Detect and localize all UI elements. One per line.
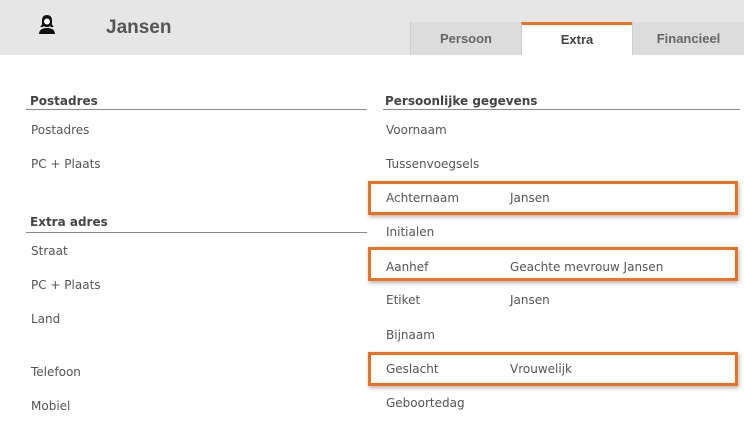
section-heading-extra-adres: Extra adres xyxy=(30,215,108,229)
field-label: Postadres xyxy=(31,123,90,137)
divider xyxy=(26,232,367,233)
field-label: PC + Plaats xyxy=(31,278,101,292)
field-label-etiket: Etiket xyxy=(386,293,421,307)
divider xyxy=(383,109,740,110)
highlight-box xyxy=(368,352,738,386)
field-label: Telefoon xyxy=(31,365,81,379)
field-value-achternaam: Jansen xyxy=(510,191,550,205)
highlight-box xyxy=(368,181,738,215)
section-heading-postadres: Postadres xyxy=(30,94,98,108)
page-title: Jansen xyxy=(106,17,172,38)
field-label-voornaam: Voornaam xyxy=(386,123,447,137)
divider xyxy=(26,109,367,110)
field-value-aanhef: Geachte mevrouw Jansen xyxy=(510,260,664,274)
field-label-achternaam: Achternaam xyxy=(386,191,460,205)
tab-extra[interactable]: Extra xyxy=(521,22,632,55)
field-label-geboortedag: Geboortedag xyxy=(386,396,465,410)
field-label-bijnaam: Bijnaam xyxy=(386,328,435,342)
tab-financieel[interactable]: Financieel xyxy=(632,22,744,55)
field-value-geslacht: Vrouwelijk xyxy=(510,362,572,376)
field-label-initialen: Initialen xyxy=(386,225,435,239)
person-icon xyxy=(39,15,55,34)
field-label: PC + Plaats xyxy=(31,157,101,171)
tab-persoon[interactable]: Persoon xyxy=(410,22,521,55)
field-label: Mobiel xyxy=(31,399,71,413)
section-heading-persoonlijke-gegevens: Persoonlijke gegevens xyxy=(385,94,538,108)
field-value-etiket: Jansen xyxy=(510,293,550,307)
field-label: Land xyxy=(31,312,61,326)
field-label-aanhef: Aanhef xyxy=(386,260,429,274)
field-label-geslacht: Geslacht xyxy=(386,362,439,376)
highlight-box xyxy=(368,247,738,281)
field-label: Straat xyxy=(31,244,68,258)
field-label-tussenvoegsels: Tussenvoegsels xyxy=(386,157,480,171)
